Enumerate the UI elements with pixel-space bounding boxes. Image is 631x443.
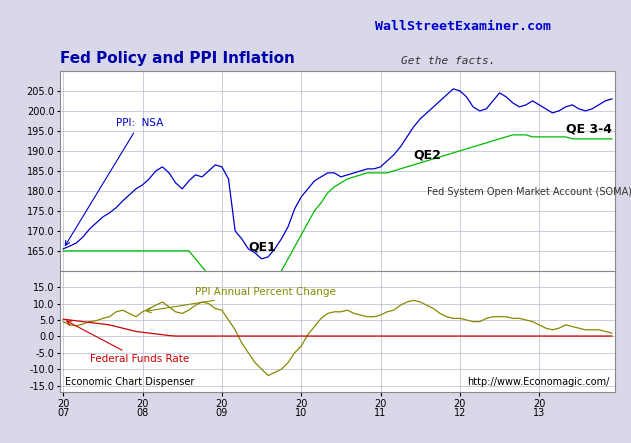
Text: Economic Chart Dispenser: Economic Chart Dispenser [66, 377, 195, 387]
Text: http://www.Economagic.com/: http://www.Economagic.com/ [468, 377, 610, 387]
Text: Fed System Open Market Account (SOMA): Fed System Open Market Account (SOMA) [427, 187, 631, 197]
Text: WallStreetExaminer.com: WallStreetExaminer.com [375, 20, 551, 33]
Text: QE1: QE1 [249, 241, 276, 254]
Text: Get the facts.: Get the facts. [401, 56, 495, 66]
Text: Federal Funds Rate: Federal Funds Rate [67, 321, 189, 364]
Text: QE2: QE2 [413, 149, 442, 162]
Text: PPI Annual Percent Change: PPI Annual Percent Change [146, 287, 336, 313]
Text: Fed Policy and PPI Inflation: Fed Policy and PPI Inflation [60, 51, 295, 66]
Text: PPI:  NSA: PPI: NSA [66, 118, 163, 245]
Text: QE 3-4: QE 3-4 [565, 123, 611, 136]
